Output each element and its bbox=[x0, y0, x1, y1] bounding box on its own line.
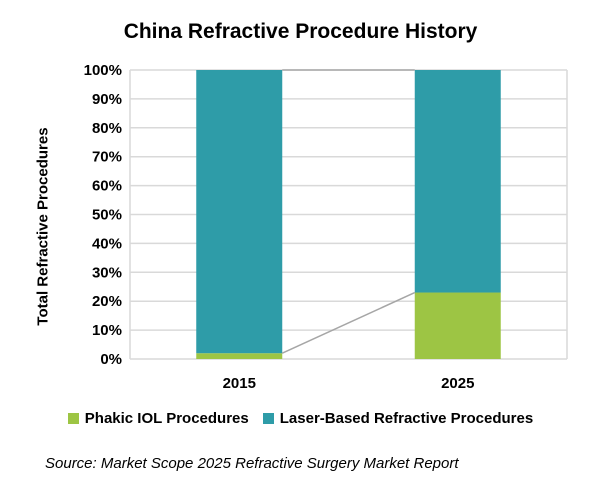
y-tick-label: 10% bbox=[92, 322, 122, 339]
legend-item-laser: Laser-Based Refractive Procedures bbox=[262, 410, 534, 427]
y-tick-label: 20% bbox=[92, 293, 122, 310]
legend-swatch bbox=[67, 413, 79, 424]
x-tick-label: 2025 bbox=[441, 375, 474, 392]
bar-2015-1 bbox=[196, 70, 283, 354]
x-tick-label: 2015 bbox=[223, 375, 256, 392]
chart-title: China Refractive Procedure History bbox=[123, 20, 478, 43]
y-tick-label: 70% bbox=[92, 149, 122, 166]
y-tick-label: 30% bbox=[92, 264, 122, 281]
series-line bbox=[281, 291, 416, 354]
y-tick-label: 40% bbox=[92, 235, 122, 252]
legend-swatch bbox=[262, 413, 274, 424]
y-tick-label: 0% bbox=[100, 351, 122, 368]
bar-2025-1 bbox=[414, 70, 501, 293]
y-tick-label: 60% bbox=[92, 178, 122, 195]
legend: Phakic IOL Procedures Laser-Based Refrac… bbox=[0, 410, 601, 427]
y-tick-label: 50% bbox=[92, 207, 122, 224]
y-tick-label: 80% bbox=[92, 120, 122, 137]
y-tick-label: 100% bbox=[84, 62, 122, 79]
legend-label: Phakic IOL Procedures bbox=[84, 410, 249, 427]
legend-item-phakic: Phakic IOL Procedures bbox=[67, 410, 249, 427]
y-tick-label: 90% bbox=[92, 91, 122, 108]
source-note: Source: Market Scope 2025 Refractive Sur… bbox=[45, 455, 459, 472]
bar-2025-0 bbox=[414, 292, 501, 359]
legend-label: Laser-Based Refractive Procedures bbox=[279, 410, 534, 427]
bar-2015-0 bbox=[196, 353, 283, 359]
plot-area: 0% 10% 20% 30% 40% 50% 60% 70% 80% 90% 100% 2015 202… bbox=[84, 62, 568, 392]
